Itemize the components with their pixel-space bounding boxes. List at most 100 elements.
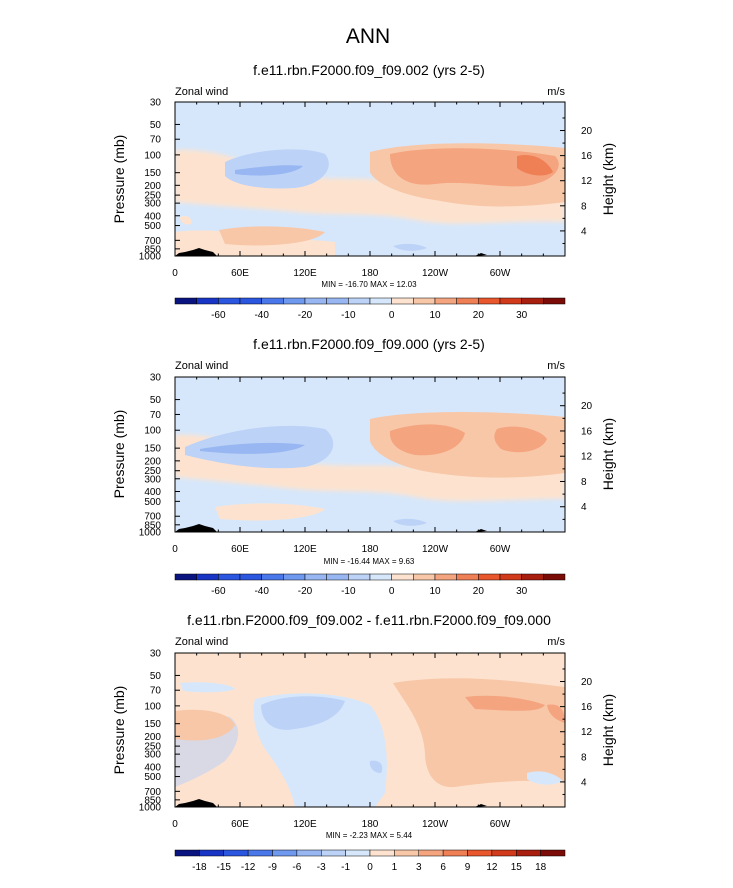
colorbar-label: -20 bbox=[298, 310, 313, 321]
variable-label: Zonal wind bbox=[175, 86, 228, 98]
colorbar-box bbox=[321, 849, 346, 857]
colorbar-label: 0 bbox=[389, 586, 395, 597]
y-tick-label: 150 bbox=[144, 168, 161, 179]
colorbar-label: 15 bbox=[511, 862, 523, 873]
y2-tick-label: 16 bbox=[581, 426, 593, 437]
colorbar-box bbox=[348, 573, 371, 581]
y2-tick-label: 8 bbox=[581, 752, 587, 763]
colorbar-box bbox=[516, 849, 541, 857]
colorbar-label: -1 bbox=[341, 862, 350, 873]
y-tick-label: 300 bbox=[144, 750, 161, 761]
colorbar-box bbox=[218, 573, 241, 581]
y-tick-label: 700 bbox=[144, 236, 161, 247]
zonal-wind-panel-difference: f.e11.rbn.F2000.f09_f09.002 - f.e11.rbn.… bbox=[111, 612, 616, 873]
colorbar-label: -6 bbox=[292, 862, 301, 873]
y-tick-label: 300 bbox=[144, 199, 161, 210]
colorbar-box bbox=[391, 297, 414, 305]
x-tick-label: 120E bbox=[293, 819, 317, 830]
x-tick-label: 180 bbox=[362, 268, 379, 279]
colorbar-box bbox=[296, 849, 322, 857]
colorbar-box bbox=[369, 573, 392, 581]
x-tick-label: 120W bbox=[422, 819, 449, 830]
y2-axis-label: Height (km) bbox=[600, 694, 616, 766]
colorbar-box bbox=[261, 573, 284, 581]
colorbar-box bbox=[196, 573, 219, 581]
colorbar-box bbox=[218, 297, 241, 305]
y-axis-label: Pressure (mb) bbox=[111, 410, 127, 499]
colorbar-box bbox=[239, 297, 262, 305]
y-tick-label: 200 bbox=[144, 456, 161, 467]
colorbar-label: -60 bbox=[211, 310, 226, 321]
variable-label: Zonal wind bbox=[175, 360, 228, 372]
colorbar-label: 6 bbox=[440, 862, 446, 873]
min-max-label: MIN = -2.23 MAX = 5.44 bbox=[326, 831, 413, 840]
x-tick-label: 60W bbox=[490, 544, 511, 555]
y2-axis-label: Height (km) bbox=[600, 143, 616, 215]
variable-label: Zonal wind bbox=[175, 636, 228, 648]
colorbar-box bbox=[304, 573, 327, 581]
colorbar-label: -12 bbox=[241, 862, 256, 873]
y-tick-label: 200 bbox=[144, 181, 161, 192]
colorbar-box bbox=[499, 297, 522, 305]
y-tick-label: 70 bbox=[150, 686, 162, 697]
x-tick-label: 120E bbox=[293, 268, 317, 279]
colorbar-box bbox=[272, 849, 298, 857]
y-tick-label: 500 bbox=[144, 772, 161, 783]
y-tick-label: 150 bbox=[144, 444, 161, 455]
y-tick-label: 30 bbox=[150, 373, 162, 384]
colorbar-box bbox=[467, 849, 493, 857]
colorbar-box bbox=[199, 849, 224, 857]
colorbar-box bbox=[247, 849, 273, 857]
units-label: m/s bbox=[547, 636, 565, 648]
colorbar-label: 30 bbox=[516, 586, 528, 597]
colorbar-box bbox=[369, 849, 395, 857]
y-tick-label: 1000 bbox=[139, 252, 162, 263]
colorbar-box bbox=[394, 849, 419, 857]
y-tick-label: 250 bbox=[144, 191, 161, 202]
y-axis-label: Pressure (mb) bbox=[111, 135, 127, 224]
colorbar-label: 0 bbox=[367, 862, 373, 873]
y-tick-label: 500 bbox=[144, 497, 161, 508]
colorbar-box bbox=[418, 849, 444, 857]
colorbar: -60 -40 -20 -10 0 10 20 30 bbox=[174, 573, 566, 597]
panel-title: f.e11.rbn.F2000.f09_f09.002 (yrs 2-5) bbox=[253, 62, 485, 78]
colorbar-box bbox=[174, 297, 197, 305]
y-axis-label: Pressure (mb) bbox=[111, 686, 127, 775]
colorbar-box bbox=[223, 849, 249, 857]
colorbar-label: -60 bbox=[211, 586, 226, 597]
y2-tick-label: 16 bbox=[581, 702, 593, 713]
y-tick-label: 50 bbox=[150, 671, 162, 682]
y-tick-label: 50 bbox=[150, 120, 162, 131]
colorbar-box bbox=[283, 297, 306, 305]
y-tick-label: 30 bbox=[150, 98, 162, 109]
colorbar-label: 10 bbox=[429, 586, 441, 597]
colorbar-box bbox=[369, 297, 392, 305]
y-tick-label: 100 bbox=[144, 426, 161, 437]
y2-tick-label: 12 bbox=[581, 727, 593, 738]
y-tick-label: 400 bbox=[144, 487, 161, 498]
y-tick-label: 850 bbox=[144, 244, 161, 255]
colorbar-label: 12 bbox=[486, 862, 498, 873]
colorbar-box bbox=[283, 573, 306, 581]
y-tick-label: 250 bbox=[144, 466, 161, 477]
colorbar-label: -3 bbox=[317, 862, 326, 873]
y-tick-label: 250 bbox=[144, 742, 161, 753]
colorbar-box bbox=[391, 573, 414, 581]
y-tick-label: 70 bbox=[150, 135, 162, 146]
colorbar-box bbox=[521, 573, 544, 581]
colorbar-box bbox=[304, 297, 327, 305]
y-tick-label: 50 bbox=[150, 395, 162, 406]
plot-area bbox=[175, 102, 565, 256]
colorbar-label: 9 bbox=[465, 862, 471, 873]
panel-title: f.e11.rbn.F2000.f09_f09.002 - f.e11.rbn.… bbox=[187, 612, 551, 628]
colorbar-box bbox=[326, 297, 349, 305]
y2-tick-label: 4 bbox=[581, 226, 587, 237]
colorbar-box bbox=[348, 297, 371, 305]
colorbar-label: 20 bbox=[473, 310, 485, 321]
colorbar-box bbox=[196, 297, 219, 305]
y2-tick-label: 12 bbox=[581, 176, 593, 187]
colorbar-label: 20 bbox=[473, 586, 485, 597]
y2-tick-label: 20 bbox=[581, 401, 593, 412]
colorbar-label: 18 bbox=[535, 862, 547, 873]
x-tick-label: 0 bbox=[172, 819, 178, 830]
